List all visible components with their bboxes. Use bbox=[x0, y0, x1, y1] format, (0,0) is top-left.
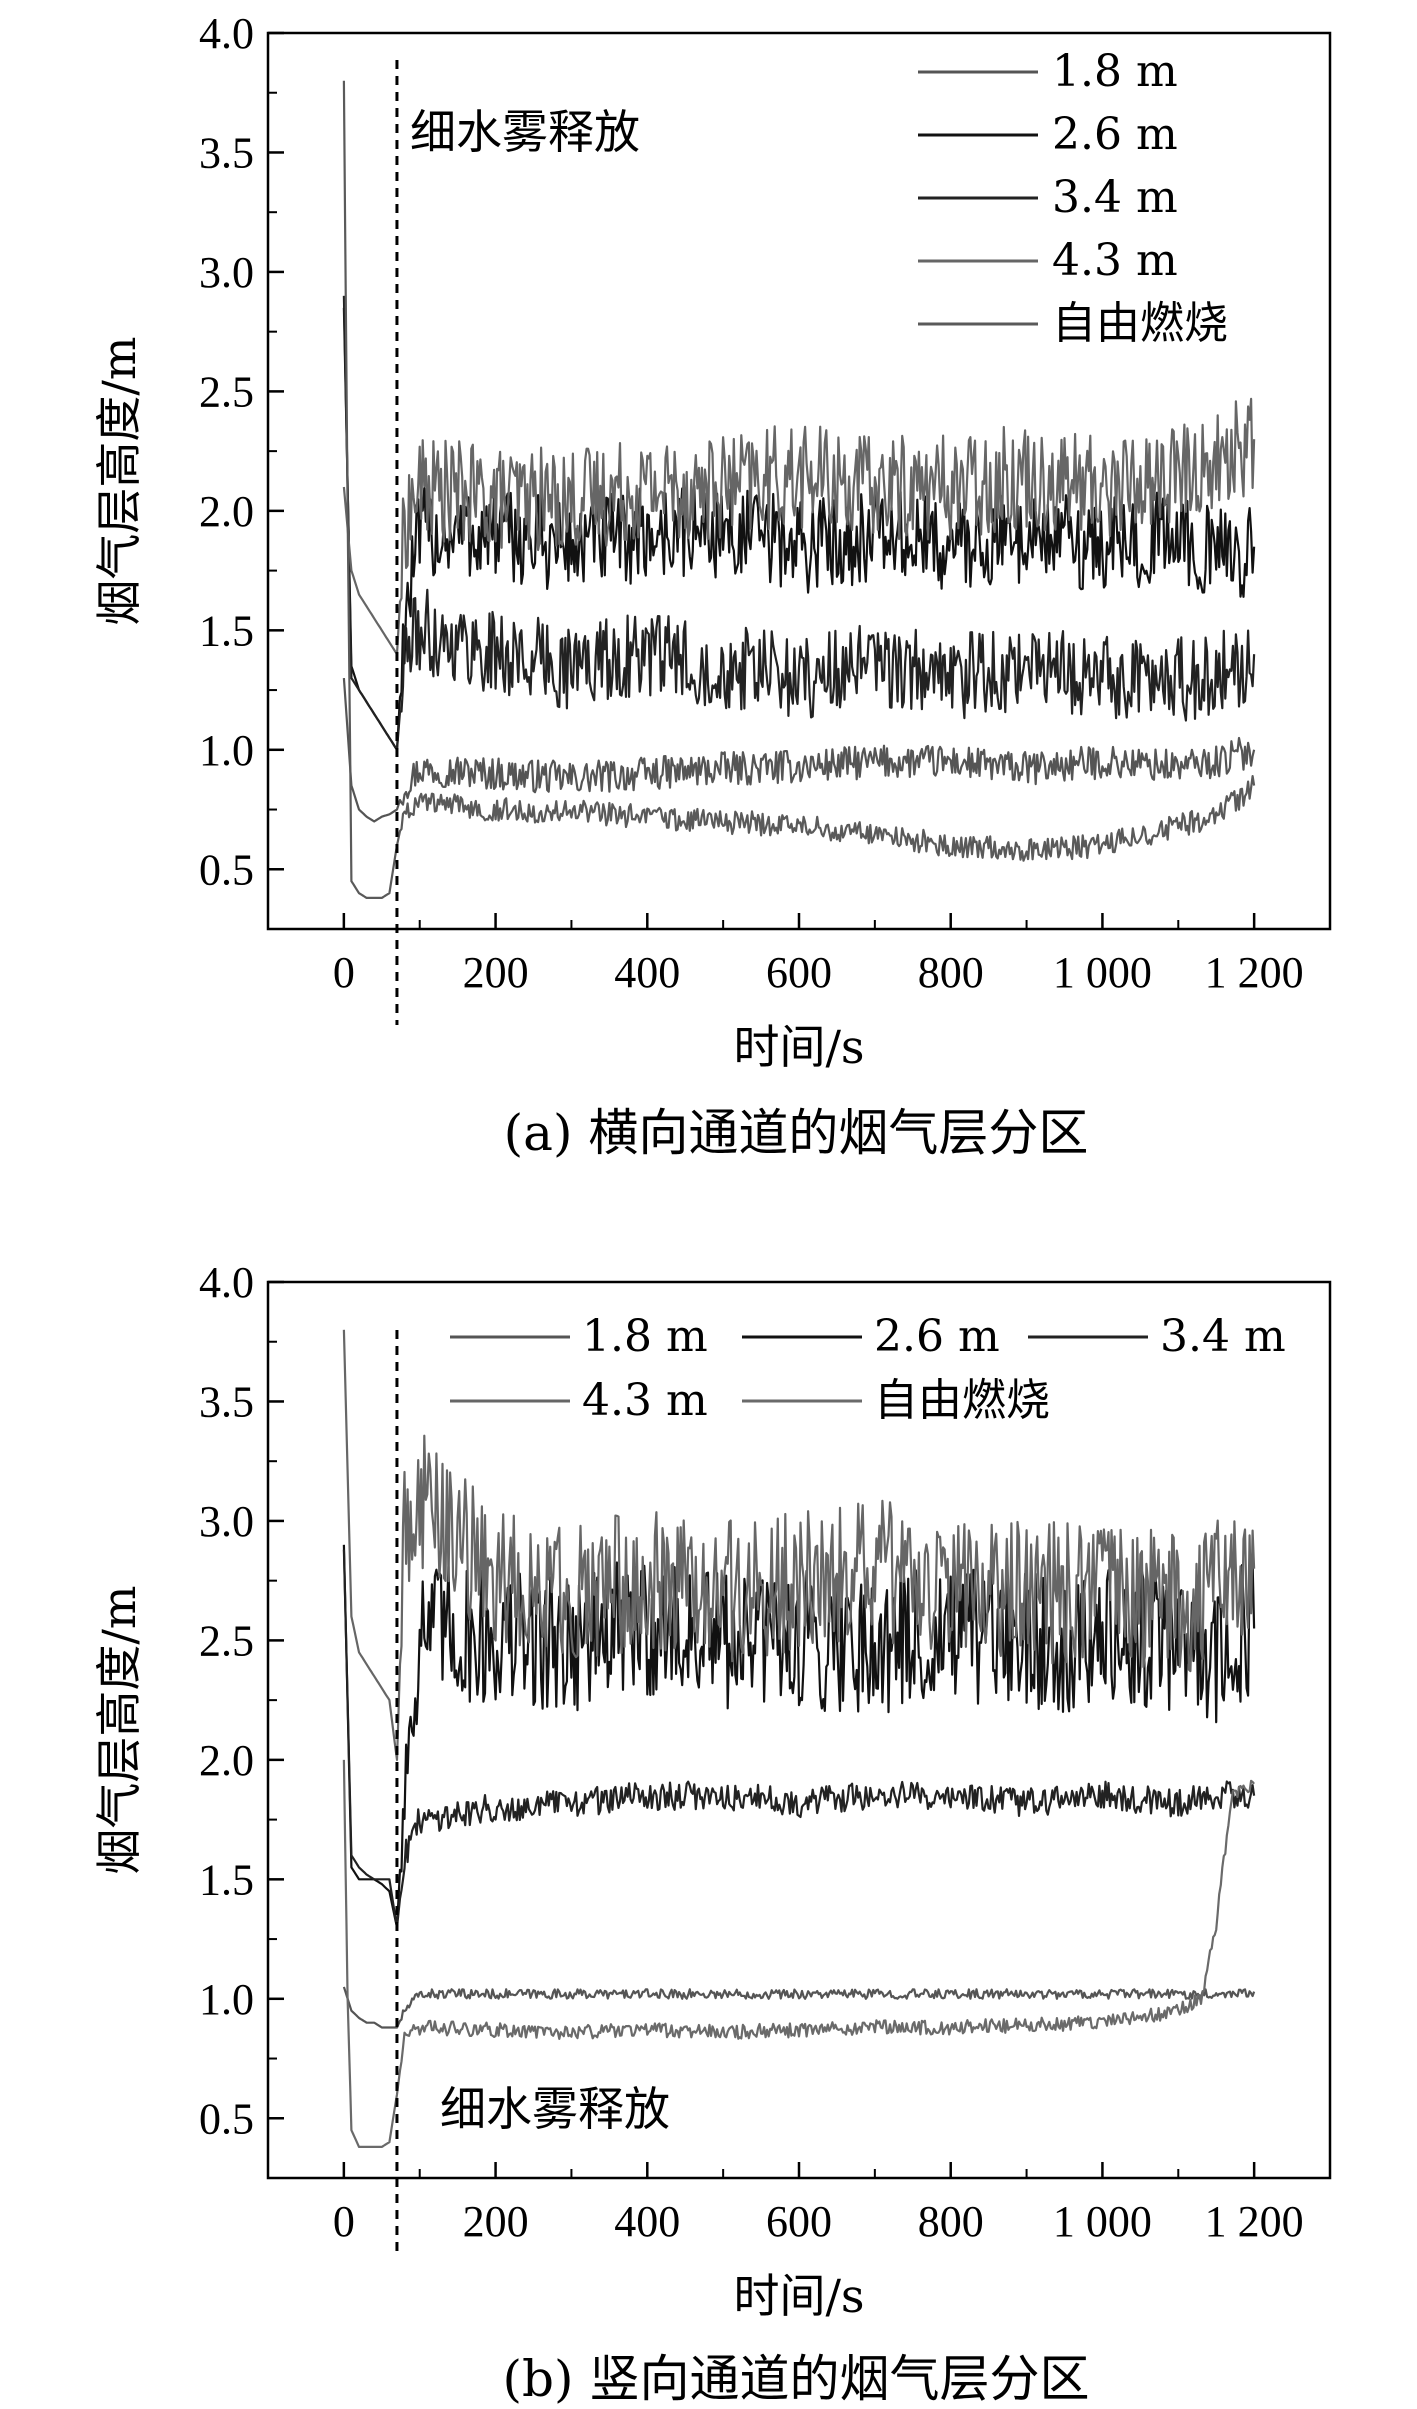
legend-label-b-1: 1.8 m bbox=[582, 1311, 708, 1362]
series-line-a-5 bbox=[342, 80, 1256, 900]
series-line-a-2 bbox=[342, 307, 1256, 751]
y-tick-label: 2.0 bbox=[199, 1736, 254, 1785]
y-axis-title-b: 烟气层高度/m bbox=[92, 1585, 146, 1874]
x-tick-label: 1 200 bbox=[1205, 948, 1304, 997]
y-tick-label: 2.5 bbox=[199, 367, 254, 416]
y-ticks-a: 0.5 1.0 1.5 2.0 2.5 3.0 3.5 4.0 bbox=[199, 9, 284, 894]
y-tick-label: 4.0 bbox=[199, 1258, 254, 1307]
y-tick-label: 2.0 bbox=[199, 487, 254, 536]
legend-label-b-5: 自由燃烧 bbox=[874, 1375, 1050, 1426]
series-line-b-5 bbox=[342, 1759, 1255, 2148]
legend-label-b-4: 4.3 m bbox=[582, 1375, 708, 1426]
series-group-a bbox=[342, 80, 1256, 900]
legend-label-a-1: 1.8 m bbox=[1052, 46, 1178, 97]
legend-label-b-2: 2.6 m bbox=[874, 1311, 1000, 1362]
release-label-b: 细水雾释放 bbox=[440, 2082, 670, 2136]
series-line-b-3 bbox=[342, 1549, 1256, 1929]
y-tick-label: 2.5 bbox=[199, 1616, 254, 1665]
caption-a: (a) 横向通道的烟气层分区 bbox=[504, 1104, 1089, 1162]
y-tick-label: 1.0 bbox=[199, 1975, 254, 2024]
chart-panel-a: 0.5 1.0 1.5 2.0 2.5 3.0 3.5 4.0 0 200 400 600 800 1 … bbox=[92, 9, 1332, 1162]
x-tick-label: 0 bbox=[333, 2197, 355, 2246]
x-tick-label: 200 bbox=[463, 948, 529, 997]
x-tick-label: 600 bbox=[766, 948, 832, 997]
series-line-b-1 bbox=[342, 1986, 1256, 2029]
x-tick-label: 800 bbox=[918, 948, 984, 997]
x-tick-label: 1 200 bbox=[1205, 2197, 1304, 2246]
series-line-b-2 bbox=[342, 1544, 1256, 1929]
y-ticks-b: 0.5 1.0 1.5 2.0 2.5 3.0 3.5 4.0 bbox=[199, 1258, 284, 2143]
y-tick-label: 1.5 bbox=[199, 1855, 254, 1904]
legend-label-a-2: 2.6 m bbox=[1052, 109, 1178, 160]
legend-label-a-4: 4.3 m bbox=[1052, 235, 1178, 286]
legend-label-b-3: 3.4 m bbox=[1160, 1311, 1286, 1362]
y-tick-label: 3.5 bbox=[199, 1377, 254, 1426]
y-tick-label: 4.0 bbox=[199, 9, 254, 58]
x-axis-title-a: 时间/s bbox=[733, 1020, 864, 1074]
legend-a: 1.8 m 2.6 m 3.4 m 4.3 m 自由燃烧 bbox=[918, 46, 1228, 349]
x-tick-label: 400 bbox=[614, 948, 680, 997]
x-tick-label: 400 bbox=[614, 2197, 680, 2246]
legend-label-a-5: 自由燃烧 bbox=[1052, 298, 1228, 349]
series-line-a-3 bbox=[342, 295, 1256, 751]
y-tick-label: 3.5 bbox=[199, 128, 254, 177]
x-tick-label: 800 bbox=[918, 2197, 984, 2246]
y-axis-title-a: 烟气层高度/m bbox=[92, 336, 146, 625]
caption-b: (b) 竖向通道的烟气层分区 bbox=[503, 2350, 1090, 2408]
release-label-a: 细水雾释放 bbox=[410, 105, 640, 159]
chart-panel-b: 0.5 1.0 1.5 2.0 2.5 3.0 3.5 4.0 0 200 400 600 800 1 … bbox=[92, 1258, 1332, 2408]
x-tick-label: 600 bbox=[766, 2197, 832, 2246]
series-line-b-4 bbox=[342, 1329, 1256, 1762]
y-tick-label: 3.0 bbox=[199, 1497, 254, 1546]
x-tick-label: 1 000 bbox=[1053, 948, 1152, 997]
x-tick-label: 200 bbox=[463, 2197, 529, 2246]
legend-label-a-3: 3.4 m bbox=[1052, 172, 1178, 223]
y-tick-label: 1.0 bbox=[199, 726, 254, 775]
y-tick-label: 0.5 bbox=[199, 845, 254, 894]
x-ticks-a: 0 200 400 600 800 1 000 1 200 bbox=[267, 913, 1331, 997]
x-ticks-b: 0 200 400 600 800 1 000 1 200 bbox=[267, 2162, 1331, 2246]
series-line-a-4 bbox=[342, 397, 1256, 656]
series-group-b bbox=[342, 1329, 1256, 2148]
x-tick-label: 1 000 bbox=[1053, 2197, 1152, 2246]
y-tick-label: 3.0 bbox=[199, 248, 254, 297]
x-axis-title-b: 时间/s bbox=[733, 2269, 864, 2323]
legend-b: 1.8 m 2.6 m 3.4 m 4.3 m 自由燃烧 bbox=[450, 1311, 1286, 1426]
y-tick-label: 0.5 bbox=[199, 2094, 254, 2143]
x-tick-label: 0 bbox=[333, 948, 355, 997]
y-tick-label: 1.5 bbox=[199, 606, 254, 655]
series-line-a-1 bbox=[342, 678, 1256, 823]
